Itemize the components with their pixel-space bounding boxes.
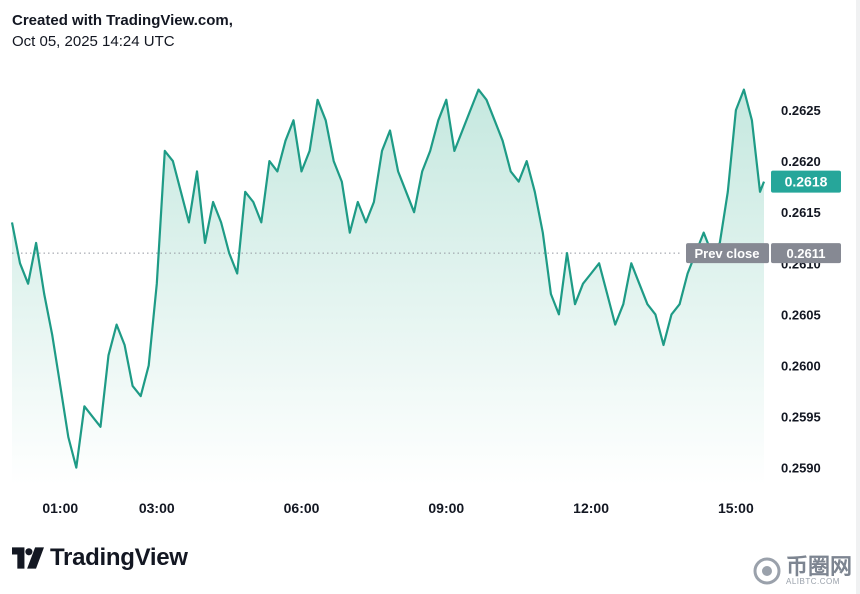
y-tick-label: 0.2625: [781, 103, 821, 118]
tradingview-logo-icon: [12, 547, 44, 569]
y-tick-label: 0.2620: [781, 154, 821, 169]
x-tick-label: 06:00: [284, 500, 320, 516]
x-tick-label: 03:00: [139, 500, 175, 516]
brand-name: TradingView: [50, 544, 188, 571]
prev-close-value-bg: [771, 243, 841, 264]
x-tick-label: 15:00: [718, 500, 754, 516]
watermark-subtext: ALIBTC.COM: [786, 577, 840, 586]
prev-close-tag-bg: [686, 243, 769, 264]
price-line: [10, 88, 766, 469]
x-tick-label: 09:00: [428, 500, 464, 516]
y-axis: 0.25900.25950.26000.26050.26100.26150.26…: [781, 103, 821, 476]
tradingview-brand[interactable]: TradingView: [12, 544, 188, 572]
price-labels: 0.2618 Prev close 0.2611: [686, 170, 841, 264]
prev-close-tag: Prev close: [694, 246, 759, 261]
y-tick-label: 0.2595: [781, 410, 821, 425]
y-tick-label: 0.2605: [781, 307, 821, 322]
header-timestamp: Oct 05, 2025 14:24 UTC: [12, 33, 175, 50]
x-tick-label: 01:00: [42, 500, 78, 516]
watermark-text: 币圈网: [786, 554, 853, 579]
watermark-logo-icon: [753, 557, 781, 585]
watermark: 币圈网 ALIBTC.COM: [752, 556, 852, 586]
last-price-label-bg: [771, 170, 841, 193]
chart-header: Created with TradingView.com, Oct 05, 20…: [12, 10, 233, 52]
x-axis: 01:00 03:00 06:00 09:00 12:00 15:00: [42, 500, 754, 516]
last-price-label: 0.2618: [785, 174, 828, 190]
header-created-with: Created with TradingView.com,: [12, 12, 233, 29]
y-tick-label: 0.2615: [781, 205, 821, 220]
x-tick-label: 12:00: [573, 500, 609, 516]
y-tick-label: 0.2590: [781, 461, 821, 476]
y-tick-label: 0.2600: [781, 358, 821, 373]
plot-area: [10, 88, 766, 485]
prev-close-value: 0.2611: [786, 246, 825, 261]
price-area: [12, 89, 764, 485]
